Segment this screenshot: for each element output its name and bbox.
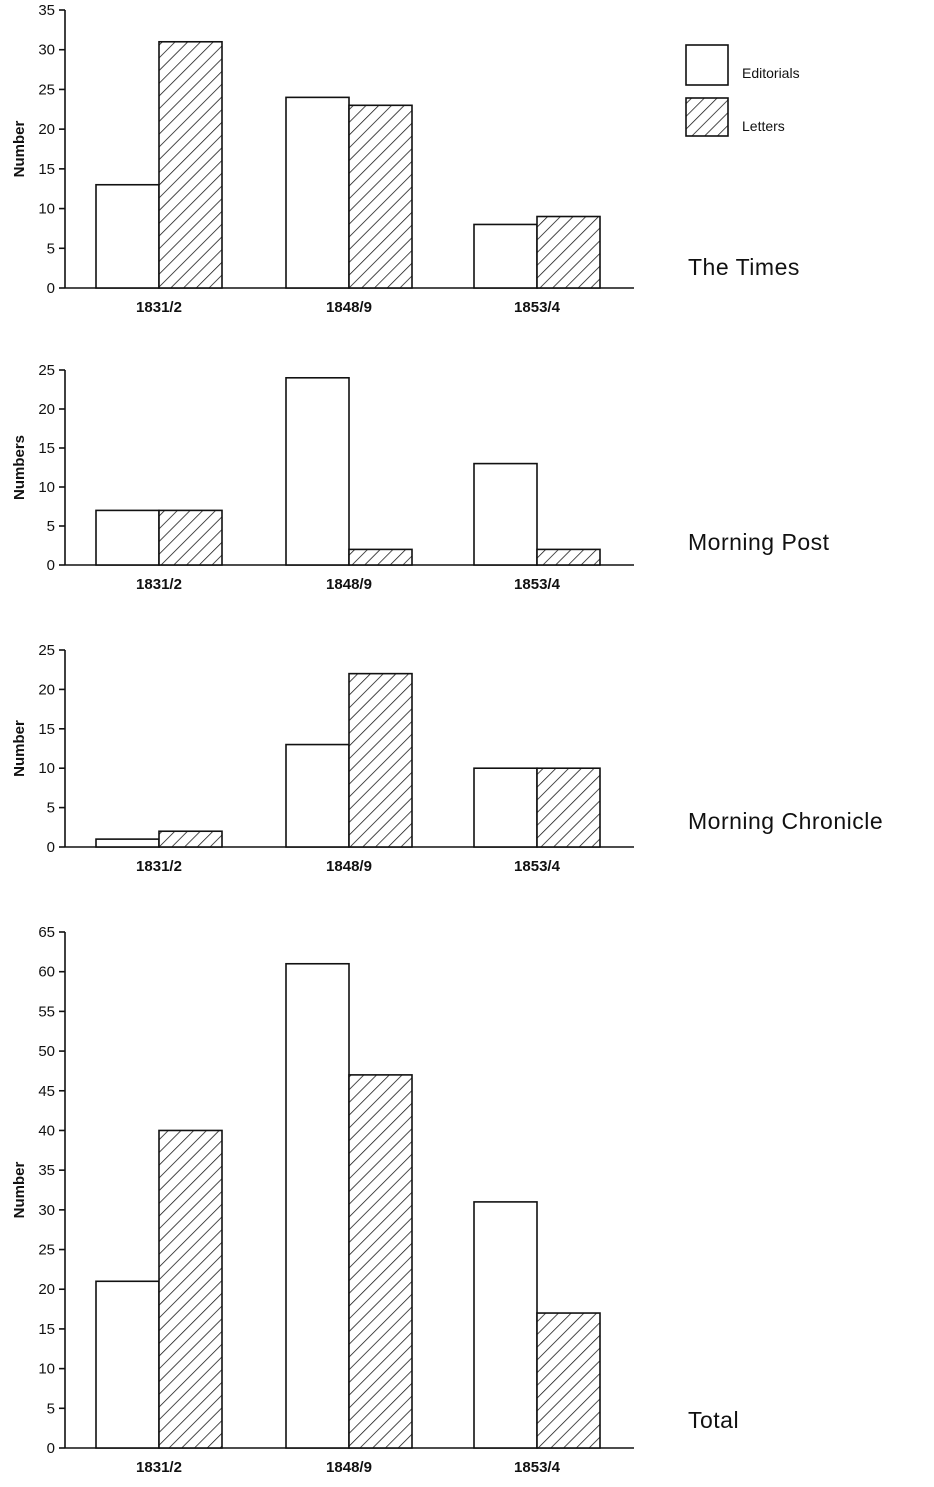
the-times-bar-editorials-1831-2 <box>95 183 160 289</box>
morning-post-y-tick-label: 20 <box>38 401 55 418</box>
total-y-tick-label: 10 <box>38 1361 55 1378</box>
morning-post-y-tick-label: 10 <box>38 479 55 496</box>
morning-post-bar-editorials-1848-9 <box>285 376 350 566</box>
total-title: Total <box>688 1407 739 1433</box>
total-y-tick-label: 15 <box>38 1321 55 1338</box>
morning-chronicle-y-tick-label: 20 <box>38 681 55 698</box>
total-y-tick-label: 35 <box>38 1162 55 1179</box>
total-bar-editorials-1853-4 <box>473 1201 538 1449</box>
the-times-bar-letters-1853-4 <box>536 215 601 289</box>
morning-post-title: Morning Post <box>688 529 830 555</box>
morning-post-y-tick-label: 15 <box>38 440 55 457</box>
total-bar-editorials-1848-9 <box>285 962 350 1449</box>
morning-post-y-tick-label: 0 <box>47 557 55 574</box>
total-x-tick-label: 1831/2 <box>136 1459 182 1476</box>
the-times-y-tick-label: 0 <box>47 280 55 297</box>
total-y-tick-label: 30 <box>38 1202 55 1219</box>
total-y-tick-label: 55 <box>38 1003 55 1020</box>
morning-chronicle-bar-editorials-1853-4 <box>473 767 538 848</box>
morning-post-bar-editorials-1831-2 <box>95 509 160 566</box>
total-y-tick-label: 25 <box>38 1242 55 1259</box>
morning-chronicle-bar-letters-1853-4 <box>536 767 601 848</box>
the-times-x-tick-label: 1848/9 <box>326 299 372 316</box>
legend-item-letters: Letters <box>685 97 785 137</box>
total-bar-letters-1848-9 <box>348 1074 413 1449</box>
morning-post-x-tick-label: 1831/2 <box>136 576 182 593</box>
morning-chronicle-x-tick-label: 1848/9 <box>326 858 372 875</box>
total-y-tick-label: 45 <box>38 1083 55 1100</box>
total-y-tick-label: 60 <box>38 964 55 981</box>
total-y-tick-label: 5 <box>47 1400 55 1417</box>
the-times-bar-letters-1831-2 <box>158 40 223 289</box>
the-times-bar-editorials-1848-9 <box>285 96 350 289</box>
morning-post-bar-letters-1853-4 <box>536 548 601 566</box>
legend-label-letters: Letters <box>742 118 785 134</box>
morning-chronicle-bar-editorials-1848-9 <box>285 743 350 848</box>
the-times-x-tick-label: 1831/2 <box>136 299 182 316</box>
morning-post-x-tick-label: 1853/4 <box>514 576 561 593</box>
chart-panel-total: 0 5 10 15 20 25 30 35 40 45 50 55 60 65 Number 1831/2 18… <box>11 924 739 1476</box>
total-x-tick-label: 1853/4 <box>514 1459 561 1476</box>
morning-post-x-tick-label: 1848/9 <box>326 576 372 593</box>
chart-panel-morning-chronicle: 0 5 10 15 20 25 Number 1831/2 1848/9 1853/4 Mornin… <box>11 642 883 875</box>
the-times-bar-editorials-1853-4 <box>473 223 538 289</box>
total-y-tick-label: 50 <box>38 1043 55 1060</box>
chart-panel-morning-post: 0 5 10 15 20 25 Numbers 1831/2 1848/9 1853/4 Morni… <box>11 362 830 593</box>
morning-post-y-tick-label: 25 <box>38 362 55 379</box>
the-times-x-tick-label: 1853/4 <box>514 299 561 316</box>
total-y-tick-label: 65 <box>38 924 55 941</box>
the-times-y-tick-label: 10 <box>38 201 55 218</box>
morning-chronicle-x-tick-label: 1853/4 <box>514 858 561 875</box>
total-y-tick-label: 40 <box>38 1122 55 1139</box>
morning-chronicle-y-tick-label: 0 <box>47 839 55 856</box>
the-times-bar-letters-1848-9 <box>348 104 413 289</box>
the-times-y-tick-label: 25 <box>38 81 55 98</box>
total-bar-editorials-1831-2 <box>95 1280 160 1449</box>
the-times-y-tick-label: 15 <box>38 161 55 178</box>
morning-chronicle-y-tick-label: 5 <box>47 800 55 817</box>
chart-panels: 0 5 10 15 20 25 30 35 Number 1831/2 1848/9 1853/4 Th… <box>11 2 883 1476</box>
morning-chronicle-title: Morning Chronicle <box>688 808 883 834</box>
legend-swatch-editorials <box>685 44 729 86</box>
morning-chronicle-y-tick-label: 25 <box>38 642 55 659</box>
morning-post-bar-letters-1848-9 <box>348 548 413 566</box>
chart-panel-the-times: 0 5 10 15 20 25 30 35 Number 1831/2 1848/9 1853/4 Th… <box>11 2 800 316</box>
legend-label-editorials: Editorials <box>742 65 800 81</box>
total-y-axis-label: Number <box>11 1162 28 1219</box>
morning-post-bar-editorials-1853-4 <box>473 462 538 566</box>
legend-item-editorials: Editorials <box>685 44 800 86</box>
morning-chronicle-y-axis-label: Number <box>11 720 28 777</box>
morning-post-y-axis-label: Numbers <box>11 435 28 500</box>
morning-chronicle-bar-editorials-1831-2 <box>95 838 160 848</box>
legend-swatch-letters <box>685 97 729 137</box>
the-times-y-tick-label: 20 <box>38 121 55 138</box>
legend: Editorials Letters <box>685 44 800 137</box>
the-times-y-tick-label: 5 <box>47 240 55 257</box>
the-times-title: The Times <box>688 254 800 280</box>
morning-post-y-tick-label: 5 <box>47 518 55 535</box>
total-x-tick-label: 1848/9 <box>326 1459 372 1476</box>
morning-chronicle-bar-letters-1831-2 <box>158 830 223 848</box>
morning-chronicle-x-tick-label: 1831/2 <box>136 858 182 875</box>
morning-post-bar-letters-1831-2 <box>158 509 223 566</box>
morning-chronicle-y-tick-label: 15 <box>38 721 55 738</box>
the-times-y-axis-label: Number <box>11 121 28 178</box>
morning-chronicle-y-tick-label: 10 <box>38 760 55 777</box>
the-times-y-tick-label: 30 <box>38 42 55 59</box>
the-times-y-tick-label: 35 <box>38 2 55 19</box>
total-y-tick-label: 20 <box>38 1281 55 1298</box>
total-bar-letters-1831-2 <box>158 1129 223 1449</box>
morning-chronicle-bar-letters-1848-9 <box>348 672 413 848</box>
total-y-tick-label: 0 <box>47 1440 55 1457</box>
total-bar-letters-1853-4 <box>536 1312 601 1449</box>
